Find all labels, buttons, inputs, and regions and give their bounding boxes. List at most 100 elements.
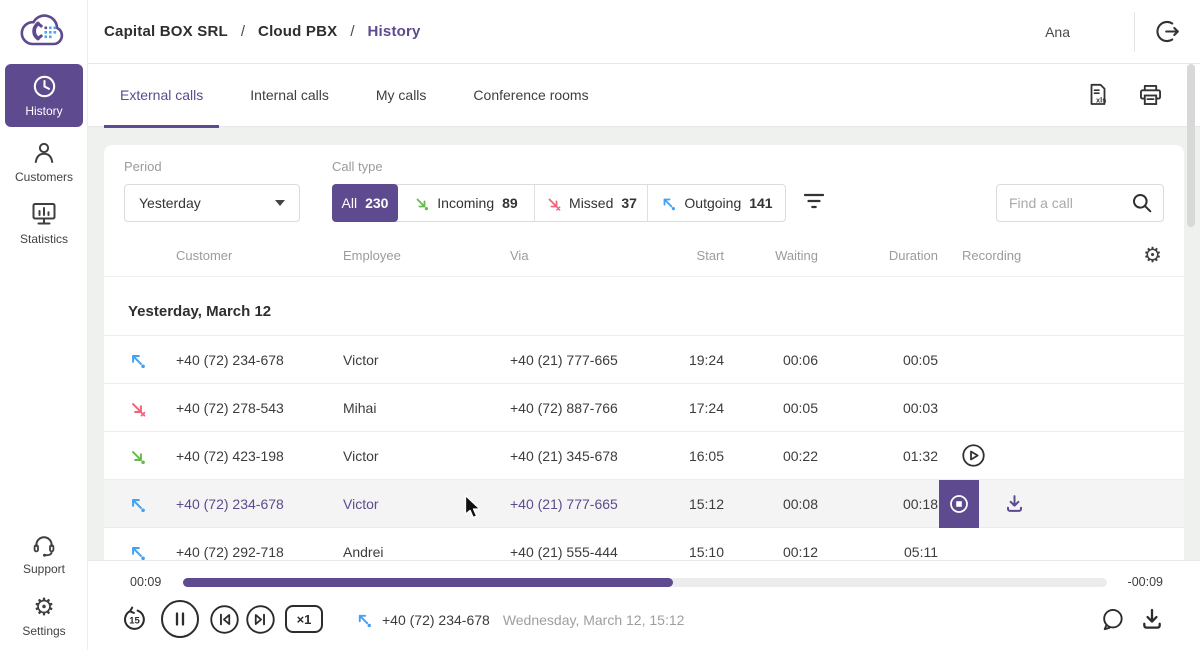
row-start: 19:24 <box>670 352 724 368</box>
table-row-selected[interactable]: +40 (72) 234-678 Victor +40 (21) 777-665… <box>104 480 1184 528</box>
breadcrumb-separator: / <box>350 23 354 40</box>
next-record-button[interactable] <box>246 605 275 634</box>
sidebar-item-label: Settings <box>5 624 83 638</box>
search-input[interactable] <box>997 195 1127 211</box>
tab-internal-calls[interactable]: Internal calls <box>234 64 345 127</box>
sidebar-item-settings[interactable]: ⚙ Settings <box>5 596 83 638</box>
comment-icon[interactable] <box>1100 607 1125 632</box>
row-start: 17:24 <box>670 400 724 416</box>
player-progress-track[interactable] <box>183 578 1107 587</box>
sidebar-item-statistics[interactable]: Statistics <box>5 200 83 246</box>
rewind-15-button[interactable]: 15 <box>121 606 148 633</box>
sidebar-item-history[interactable]: History <box>5 64 83 127</box>
sidebar-item-label: Customers <box>5 170 83 184</box>
call-type-filter: All 230 Incoming 89 Missed 37 Outgoing 1… <box>332 184 786 222</box>
breadcrumb-product[interactable]: Cloud PBX <box>258 23 337 40</box>
play-recording-icon[interactable] <box>962 444 985 467</box>
row-customer: +40 (72) 278-543 <box>176 400 343 416</box>
column-customer: Customer <box>176 248 343 263</box>
column-duration: Duration <box>818 248 938 263</box>
date-group-header: Yesterday, March 12 <box>104 288 1184 336</box>
column-start: Start <box>670 248 724 263</box>
row-via: +40 (72) 887-766 <box>510 400 670 416</box>
tab-my-calls[interactable]: My calls <box>360 64 443 127</box>
player-call-info: +40 (72) 234-678 Wednesday, March 12, 15… <box>355 611 684 628</box>
player-progress-fill <box>183 578 673 587</box>
call-type-all-button[interactable]: All 230 <box>332 184 398 222</box>
sidebar-item-support[interactable]: Support <box>5 532 83 576</box>
row-via: +40 (21) 777-665 <box>510 352 670 368</box>
row-recording <box>938 444 1098 467</box>
user-name[interactable]: Ana <box>1045 24 1070 40</box>
row-customer: +40 (72) 234-678 <box>176 496 343 512</box>
breadcrumb-separator: / <box>241 23 245 40</box>
row-waiting: 00:22 <box>724 448 818 464</box>
missed-call-icon <box>128 399 176 417</box>
row-customer: +40 (72) 234-678 <box>176 352 343 368</box>
row-start: 15:12 <box>670 496 724 512</box>
scrollbar-thumb[interactable] <box>1187 64 1195 227</box>
outgoing-call-icon <box>128 351 176 369</box>
player-remaining-time: -00:09 <box>1128 575 1163 589</box>
call-type-incoming-button[interactable]: Incoming 89 <box>397 185 534 221</box>
breadcrumb-current-page: History <box>368 23 421 40</box>
outgoing-call-icon <box>355 611 372 628</box>
download-recording-icon[interactable] <box>1004 493 1025 514</box>
row-employee: Victor <box>343 352 510 368</box>
row-employee: Victor <box>343 496 510 512</box>
tabs-bar: External calls Internal calls My calls C… <box>88 64 1200 127</box>
period-label: Period <box>124 159 162 174</box>
pause-button[interactable] <box>161 600 199 638</box>
row-start: 15:10 <box>670 544 724 560</box>
incoming-call-icon <box>128 447 176 465</box>
chevron-down-icon <box>275 200 285 206</box>
bar-chart-icon <box>5 200 83 228</box>
print-icon[interactable] <box>1137 82 1164 109</box>
advanced-filter-icon[interactable] <box>804 192 824 210</box>
row-employee: Victor <box>343 448 510 464</box>
top-header: Capital BOX SRL / Cloud PBX / History An… <box>88 0 1200 64</box>
clock-icon <box>5 73 83 100</box>
person-icon <box>5 140 83 166</box>
call-type-outgoing-button[interactable]: Outgoing 141 <box>647 185 785 221</box>
row-employee: Mihai <box>343 400 510 416</box>
playback-speed-button[interactable]: ×1 <box>285 605 323 633</box>
sidebar: History Customers Statistics Support ⚙ S… <box>0 0 88 650</box>
call-type-missed-button[interactable]: Missed 37 <box>534 185 647 221</box>
breadcrumb-company[interactable]: Capital BOX SRL <box>104 23 228 40</box>
row-waiting: 00:05 <box>724 400 818 416</box>
period-select[interactable]: Yesterday <box>124 184 300 222</box>
svg-text:xls: xls <box>1096 95 1106 104</box>
table-header: Customer Employee Via Start Waiting Dura… <box>104 235 1184 277</box>
row-start: 16:05 <box>670 448 724 464</box>
stop-recording-button[interactable] <box>939 480 979 528</box>
outgoing-call-icon <box>128 495 176 513</box>
row-duration: 01:32 <box>818 448 938 464</box>
table-row[interactable]: +40 (72) 234-678 Victor +40 (21) 777-665… <box>104 336 1184 384</box>
player-elapsed-time: 00:09 <box>130 575 161 589</box>
row-waiting: 00:06 <box>724 352 818 368</box>
app-logo-cloud-phone-icon <box>19 8 69 54</box>
table-row[interactable]: +40 (72) 278-543 Mihai +40 (72) 887-766 … <box>104 384 1184 432</box>
row-waiting: 00:12 <box>724 544 818 560</box>
outgoing-arrow-icon <box>660 195 676 211</box>
download-icon[interactable] <box>1140 607 1164 631</box>
headset-icon <box>5 532 83 558</box>
column-employee: Employee <box>343 248 510 263</box>
tab-conference-rooms[interactable]: Conference rooms <box>457 64 604 127</box>
table-row[interactable]: +40 (72) 423-198 Victor +40 (21) 345-678… <box>104 432 1184 480</box>
sidebar-item-customers[interactable]: Customers <box>5 140 83 184</box>
sidebar-item-label: Support <box>5 562 83 576</box>
missed-arrow-icon <box>545 195 561 211</box>
logout-icon[interactable] <box>1155 18 1182 45</box>
audio-player-bar: 00:09 -00:09 15 ×1 +40 (72) 234-678 Wedn… <box>88 560 1200 650</box>
tab-external-calls[interactable]: External calls <box>104 64 219 127</box>
search-icon[interactable] <box>1131 192 1153 214</box>
row-duration: 05:11 <box>818 544 938 560</box>
row-via: +40 (21) 777-665 <box>510 496 670 512</box>
incoming-arrow-icon <box>413 195 429 211</box>
previous-record-button[interactable] <box>210 605 239 634</box>
column-settings-gear-icon[interactable]: ⚙ <box>1143 244 1162 268</box>
calls-table: +40 (72) 234-678 Victor +40 (21) 777-665… <box>104 336 1184 576</box>
export-xls-icon[interactable]: xls <box>1085 82 1111 108</box>
